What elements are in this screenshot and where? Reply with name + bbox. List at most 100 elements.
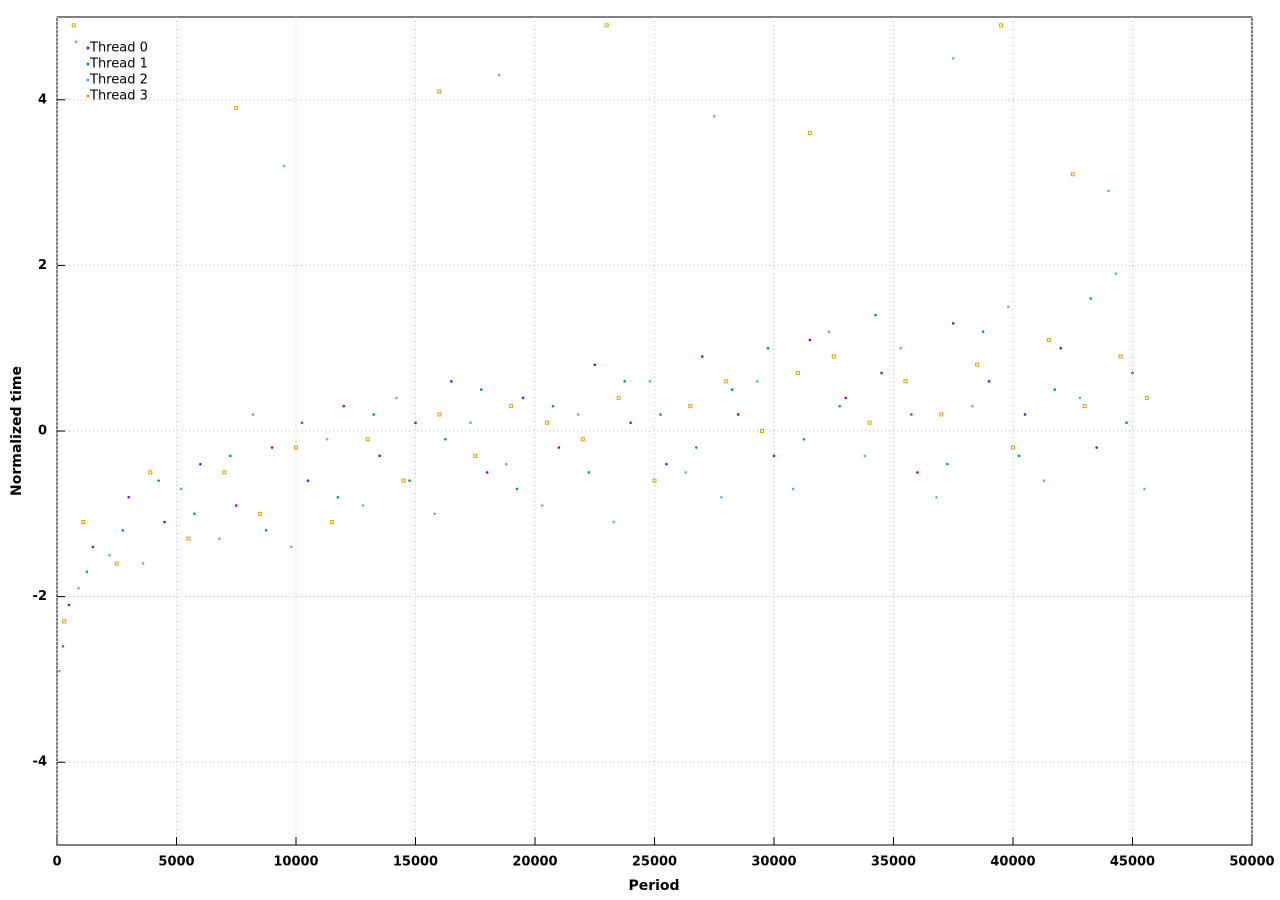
point [485,471,489,474]
point [760,429,765,433]
point [74,40,78,44]
point [372,413,375,416]
y-tick-label: -2 [33,589,47,604]
point [228,454,232,458]
point [437,412,442,417]
point [724,379,729,384]
point [234,504,238,507]
marks [58,23,1149,673]
point [981,330,985,333]
point [874,313,877,317]
point [795,371,800,376]
point [1125,421,1128,425]
point [903,379,908,384]
legend-label: Thread 0 [89,41,148,56]
x-tick-label: 40000 [990,855,1035,870]
point [910,413,913,416]
point [935,495,938,499]
point [258,511,263,516]
point [1118,354,1123,359]
point [306,479,310,482]
point [688,404,693,409]
point [521,396,525,400]
point [1082,404,1087,409]
legend-marker [86,62,90,66]
point [831,354,836,359]
point [1011,445,1015,450]
point [85,570,89,574]
point [71,23,76,28]
point [62,619,67,624]
point [623,380,626,383]
point [720,495,723,499]
point [576,413,580,416]
point [473,453,478,458]
legend-marker [86,46,90,50]
point [648,380,652,383]
point [300,421,304,425]
point [479,388,483,391]
point [863,454,867,458]
point [659,413,662,416]
x-tick-label: 15000 [393,855,438,870]
point [772,454,776,458]
point [91,545,95,549]
point [361,504,365,507]
point [378,454,381,458]
point [629,421,632,425]
point [509,404,514,409]
x-tick-label: 10000 [273,855,318,870]
point [975,362,980,367]
point [971,404,974,408]
point [999,23,1004,28]
point [899,346,902,350]
point [218,537,221,540]
point [179,487,183,491]
point [701,355,704,358]
point [114,561,119,566]
point [616,395,621,400]
point [1023,413,1027,416]
point [251,413,255,416]
point [604,23,609,28]
point [712,115,716,118]
point [730,388,734,391]
point [880,371,883,375]
point [684,471,687,474]
point [808,338,812,342]
point [199,462,202,466]
point [587,471,591,474]
point [433,512,436,516]
point [652,478,657,483]
point [186,536,191,541]
legend-marker [86,78,90,82]
point [791,487,795,491]
point [81,520,86,525]
y-tick-label: 4 [38,92,47,107]
legend-label: Thread 3 [89,89,148,104]
point [1046,337,1051,342]
y-tick-label: 0 [38,424,47,439]
point [665,462,668,466]
x-tick-label: 35000 [871,855,916,870]
point [163,520,166,524]
point [329,520,334,525]
x-tick-label: 30000 [751,855,796,870]
point [148,470,153,475]
point [580,437,585,442]
point [612,520,616,524]
legend-label: Thread 2 [89,73,148,88]
point [61,644,65,648]
point [1006,305,1010,309]
point [551,404,555,408]
point [294,445,298,450]
point [540,504,544,507]
point [437,89,442,94]
point [365,437,370,442]
x-tick-label: 50000 [1229,855,1274,870]
point [951,322,955,325]
point [987,380,991,383]
point [1042,479,1046,482]
point [1070,172,1075,177]
